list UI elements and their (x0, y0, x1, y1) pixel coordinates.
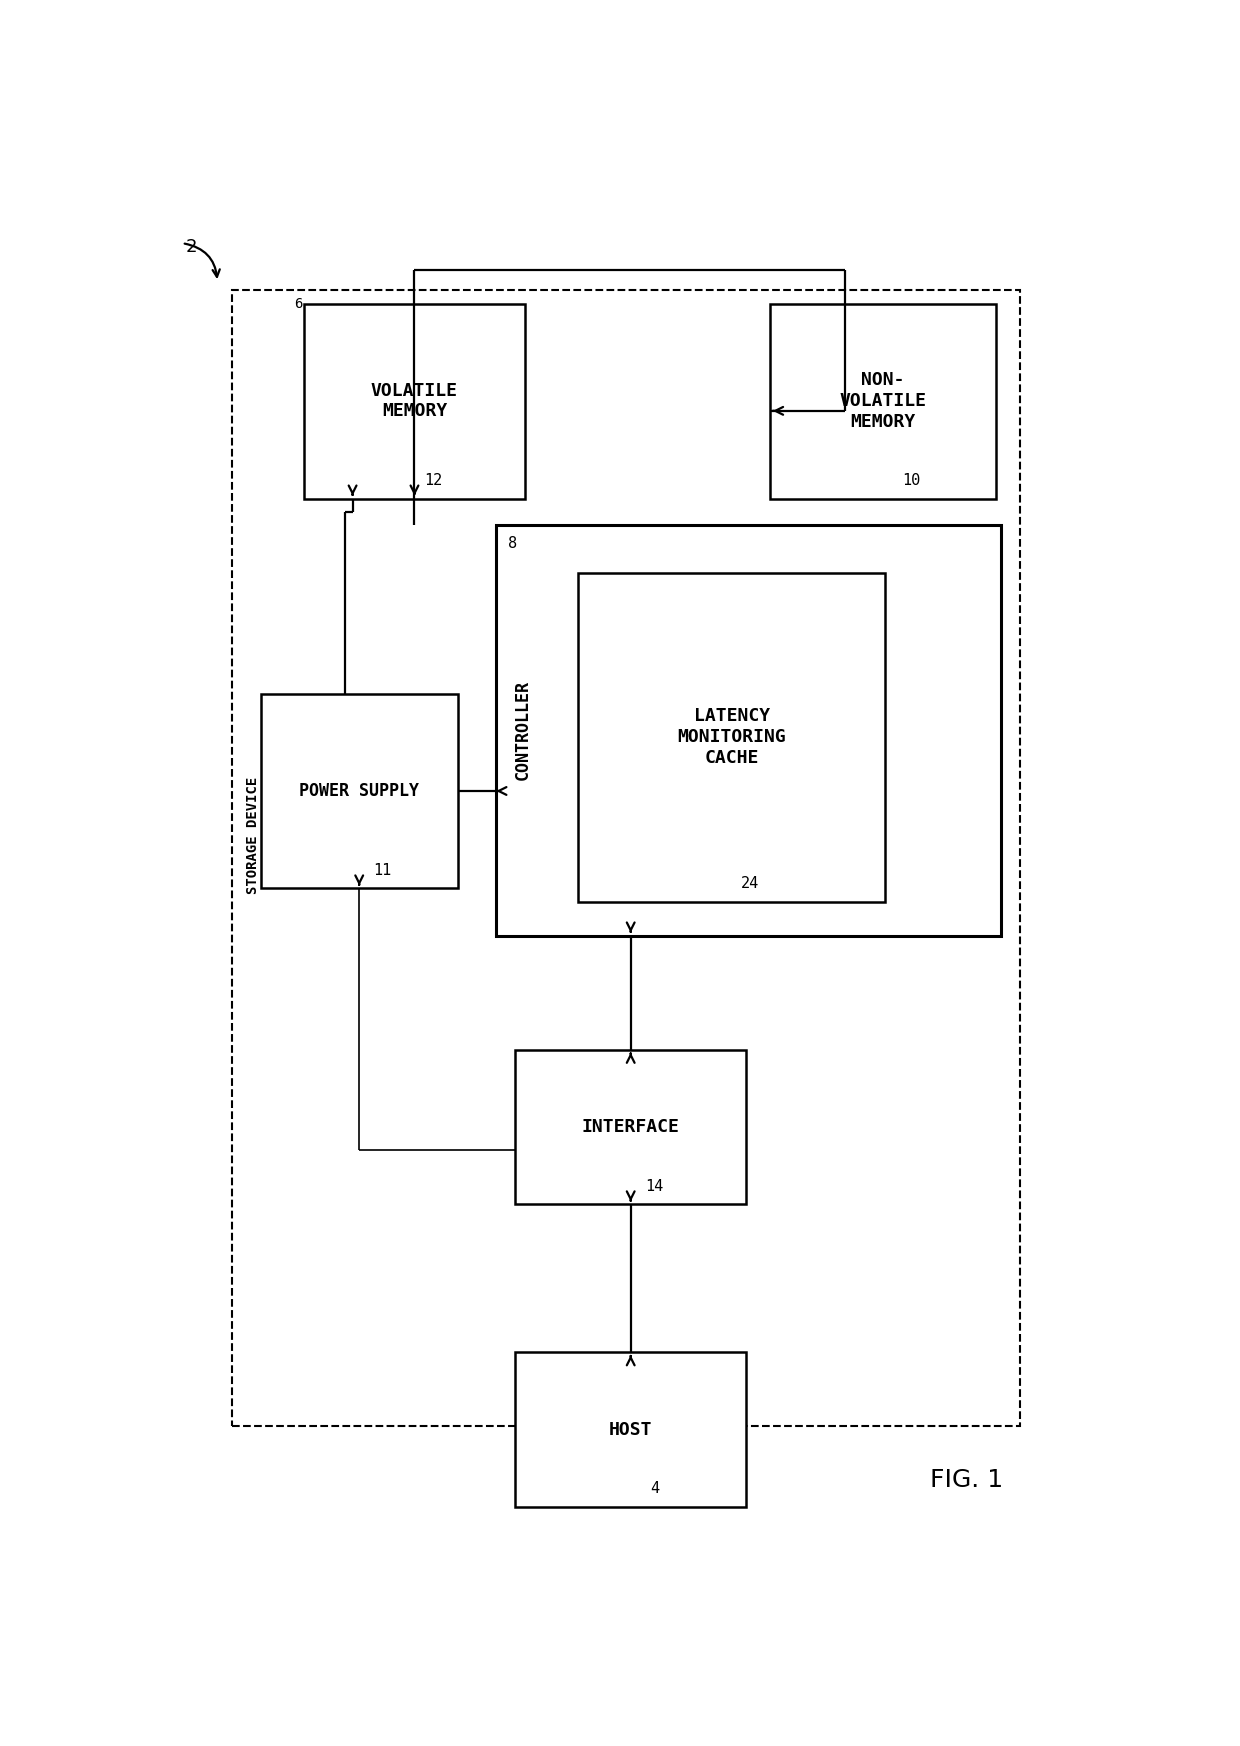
Text: 4: 4 (650, 1481, 658, 1496)
Bar (516, 1351, 746, 1507)
Text: LATENCY
MONITORING
CACHE: LATENCY MONITORING CACHE (677, 707, 786, 766)
Bar (232, 290, 1019, 1426)
Text: FIG. 1: FIG. 1 (930, 1468, 1003, 1493)
Text: HOST: HOST (609, 1421, 652, 1439)
Text: 14: 14 (645, 1179, 663, 1194)
Text: CONTROLLER: CONTROLLER (513, 681, 532, 780)
Bar (496, 526, 1001, 936)
Text: 24: 24 (742, 876, 759, 890)
Text: STORAGE DEVICE: STORAGE DEVICE (246, 777, 260, 894)
Text: NON-
VOLATILE
MEMORY: NON- VOLATILE MEMORY (839, 372, 926, 431)
Text: 6: 6 (294, 297, 303, 311)
Bar (304, 304, 525, 499)
Text: INTERFACE: INTERFACE (582, 1117, 680, 1137)
Text: 12: 12 (424, 473, 443, 487)
Text: 10: 10 (903, 473, 920, 487)
Text: 8: 8 (507, 536, 517, 552)
Bar (578, 573, 885, 903)
Bar (260, 693, 458, 889)
Text: 11: 11 (373, 863, 392, 878)
Text: 2: 2 (186, 237, 197, 257)
Text: POWER SUPPLY: POWER SUPPLY (299, 782, 419, 800)
Text: VOLATILE
MEMORY: VOLATILE MEMORY (371, 382, 458, 421)
Bar (770, 304, 996, 499)
Bar (516, 1049, 746, 1205)
